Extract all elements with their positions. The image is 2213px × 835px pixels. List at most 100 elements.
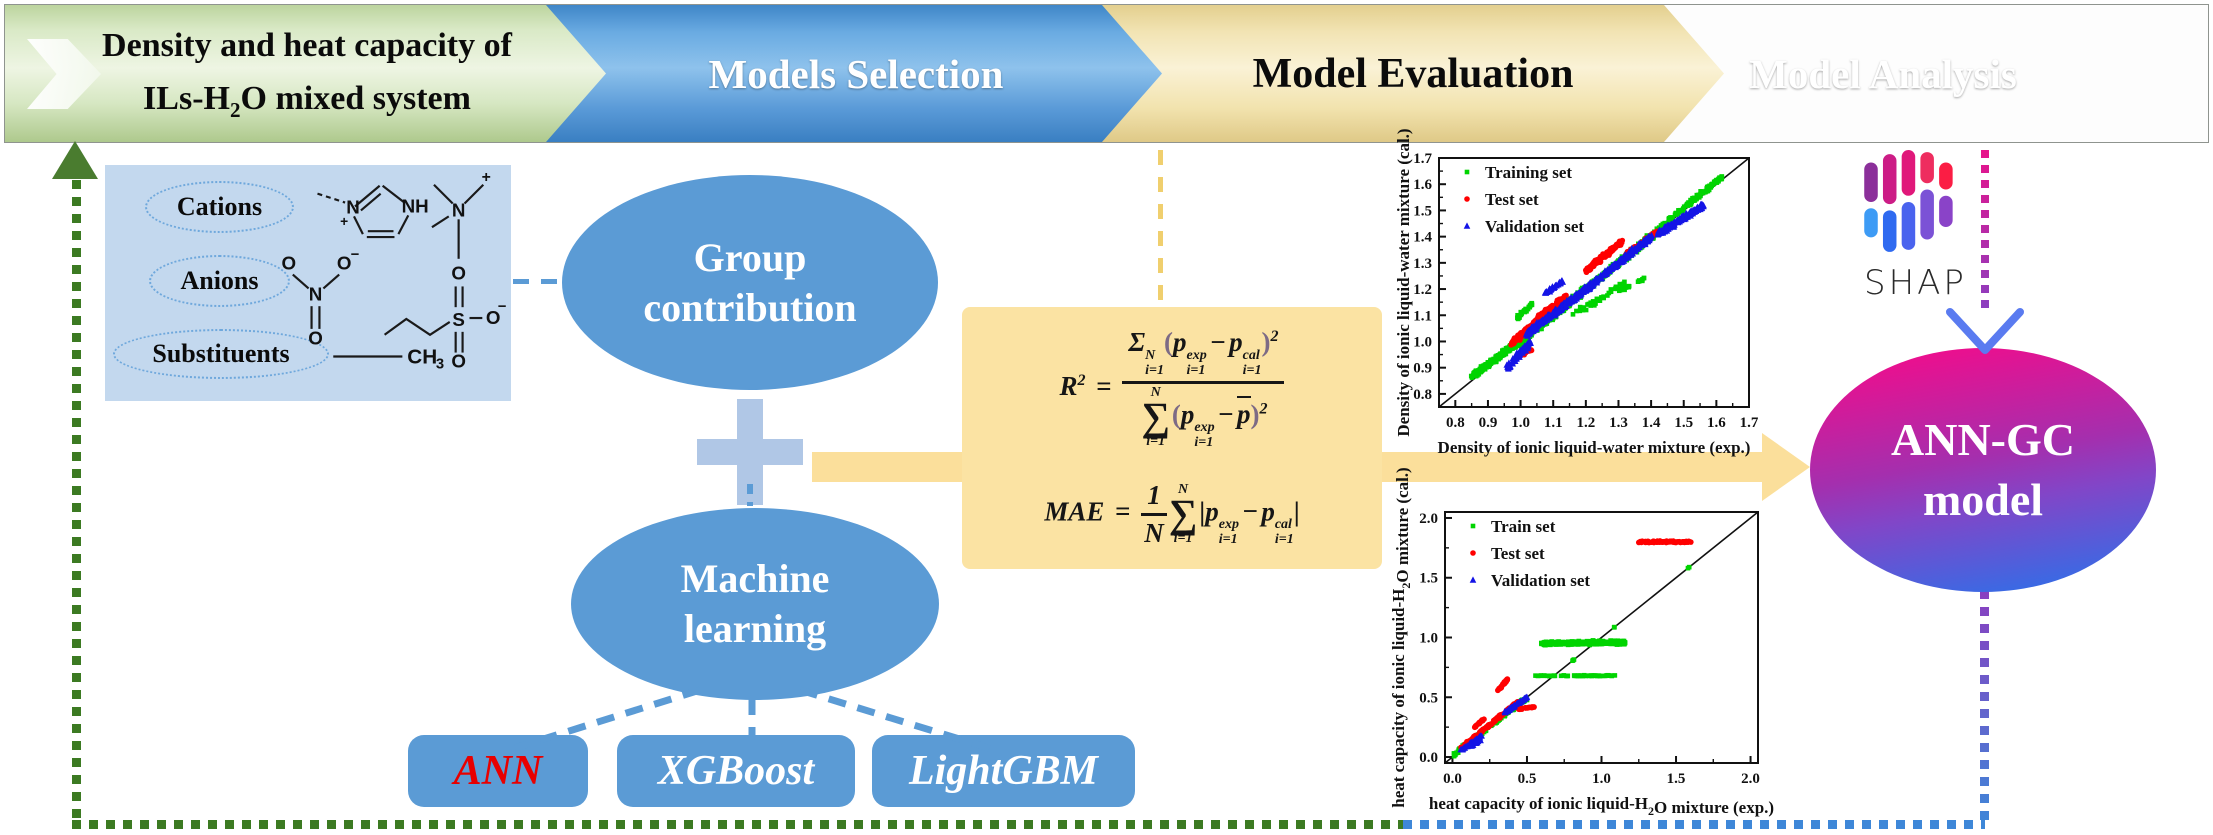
- banner-input-line2-post: O mixed system: [240, 80, 471, 118]
- banner-input-line2-pre: ILs-H: [143, 80, 230, 118]
- workflow-banner: Density and heat capacity of ILs-H2O mix…: [4, 4, 2209, 143]
- feedback-line-right: [1980, 590, 1989, 826]
- svg-text:Training set: Training set: [1485, 163, 1572, 182]
- svg-text:0.9: 0.9: [1413, 361, 1432, 377]
- density-parity-chart: 0.8 0.9 1.0 1.1 1.2 1.3 1.4 1.5 1.6 1.7 0.8 0.9 1.0 1…: [1394, 128, 1759, 457]
- svg-text:1.3: 1.3: [1413, 256, 1432, 272]
- ammonium-n-label: N: [452, 199, 466, 220]
- sulfonate-o-bottom-label: O: [451, 350, 466, 371]
- svg-text:1.2: 1.2: [1576, 415, 1595, 431]
- svg-text:0.5: 0.5: [1419, 690, 1438, 706]
- sulfonate-o-right-label: O: [486, 307, 501, 328]
- feedback-line-left: [72, 180, 81, 828]
- group-contribution-line2: contribution: [643, 284, 857, 330]
- ann-gc-model-node: ANN-GC model: [1810, 348, 2156, 592]
- banner-step-input-label: Density and heat capacity of ILs-H2O mix…: [102, 20, 512, 126]
- cations-label: Cations: [176, 192, 263, 221]
- ammonium-plus-label: +: [482, 169, 491, 186]
- xgboost-label: XGBoost: [657, 748, 815, 794]
- sulfonate-minus-label: −: [498, 299, 507, 315]
- feedback-arrowhead-up-icon: [52, 141, 98, 179]
- anions-ellipse: Anions: [149, 255, 290, 307]
- mae-formula: MAE = 1 N N ∑ i=1 |p exp i=1− p cal i=1 |: [1044, 479, 1300, 548]
- feedback-line-bottom-green: [72, 820, 1403, 829]
- svg-text:0.0: 0.0: [1419, 750, 1438, 766]
- svg-text:1.1: 1.1: [1413, 308, 1432, 324]
- chevron-highlight-icon: [27, 39, 101, 109]
- ann-gc-line1: ANN-GC: [1891, 414, 2075, 466]
- imidazolium-nh-label: NH: [402, 195, 429, 216]
- banner-step-input: Density and heat capacity of ILs-H2O mix…: [5, 5, 609, 142]
- shap-arrowhead-icon: [1946, 308, 2024, 354]
- svg-text:1.0: 1.0: [1413, 334, 1432, 350]
- banner-step-model-evaluation: Model Evaluation: [1102, 5, 1724, 142]
- svg-text:Test set: Test set: [1491, 544, 1545, 563]
- svg-text:1.6: 1.6: [1413, 177, 1432, 193]
- banner-input-line2-sub: 2: [229, 97, 241, 122]
- model-box-xgboost: XGBoost: [617, 735, 855, 807]
- svg-text:heat capacity of ionic liquid-: heat capacity of ionic liquid-H2O mixtur…: [1389, 468, 1413, 808]
- imidazolium-n-label: N: [346, 196, 360, 217]
- svg-text:2.0: 2.0: [1419, 511, 1438, 527]
- banner-step-models-selection: Models Selection: [546, 5, 1166, 142]
- flow-arrowhead-icon: [1762, 433, 1810, 501]
- svg-text:1.4: 1.4: [1642, 415, 1661, 431]
- methyl-sub-label: 3: [436, 356, 444, 372]
- svg-text:0.0: 0.0: [1443, 771, 1462, 787]
- svg-text:Test set: Test set: [1485, 190, 1539, 209]
- svg-text:1.4: 1.4: [1413, 230, 1432, 246]
- machine-learning-line2: learning: [683, 606, 827, 651]
- svg-text:1.2: 1.2: [1413, 282, 1432, 298]
- substituents-label: Substituents: [152, 339, 290, 368]
- svg-text:1.0: 1.0: [1592, 771, 1611, 787]
- nitrate-o1-label: O: [282, 253, 297, 274]
- evaluation-dashed-line: [1158, 150, 1163, 307]
- svg-text:Density of ionic liquid-water: Density of ionic liquid-water mixture (e…: [1438, 438, 1751, 457]
- svg-text:0.8: 0.8: [1446, 415, 1465, 431]
- svg-text:1.3: 1.3: [1609, 415, 1628, 431]
- svg-text:1.5: 1.5: [1667, 771, 1686, 787]
- banner-step-model-analysis: Model Analysis: [1558, 5, 2208, 142]
- machine-learning-node: Machine learning: [571, 508, 939, 700]
- shap-logo-block: SHAP: [1862, 150, 1982, 303]
- svg-text:Density of ionic liquid-water: Density of ionic liquid-water mixture (c…: [1394, 128, 1413, 436]
- anions-label: Anions: [180, 266, 259, 295]
- sulfonate-o-top-label: O: [451, 263, 466, 284]
- analysis-to-model-dotted-line: [1981, 150, 1989, 310]
- svg-text:2.0: 2.0: [1741, 771, 1760, 787]
- model-box-lightgbm: LightGBM: [872, 735, 1135, 807]
- methyl-ch-label: CH: [407, 345, 437, 368]
- nitrate-minus-label: −: [351, 247, 360, 263]
- svg-text:Validation set: Validation set: [1491, 571, 1590, 590]
- nitrate-n-label: N: [309, 283, 323, 304]
- ann-gc-line2: model: [1922, 474, 2044, 525]
- shap-logo-icon: [1864, 150, 1953, 252]
- nitrate-o3-label: O: [308, 328, 323, 349]
- svg-text:Train set: Train set: [1491, 517, 1556, 536]
- svg-text:1.5: 1.5: [1674, 415, 1693, 431]
- svg-text:1.0: 1.0: [1419, 631, 1438, 647]
- svg-text:1.5: 1.5: [1413, 203, 1432, 219]
- shap-label: SHAP: [1864, 263, 1967, 303]
- banner-input-line1: Density and heat capacity of: [102, 27, 512, 65]
- cations-ellipse: Cations: [145, 181, 294, 233]
- svg-text:1.7: 1.7: [1740, 415, 1759, 431]
- imidazolium-plus-label: +: [340, 213, 348, 229]
- svg-text:Validation set: Validation set: [1485, 217, 1584, 236]
- svg-text:1.1: 1.1: [1544, 415, 1563, 431]
- ionic-liquid-structure-box: Cations Anions Substituents: [105, 165, 511, 401]
- feedback-line-bottom-blue: [1403, 820, 1985, 829]
- chemical-structures-drawing: N + NH N + O O − N O O S O − O CH 3: [282, 169, 507, 373]
- svg-text:heat capacity of ionic liquid-: heat capacity of ionic liquid-H2O mixtur…: [1429, 794, 1774, 818]
- svg-text:0.9: 0.9: [1479, 415, 1498, 431]
- lightgbm-label: LightGBM: [908, 748, 1099, 794]
- chembox-to-gc-dashed-line: [513, 279, 563, 284]
- nitrate-o2-label: O: [337, 253, 352, 274]
- svg-text:1.6: 1.6: [1707, 415, 1726, 431]
- svg-text:1.7: 1.7: [1413, 151, 1432, 167]
- svg-text:0.8: 0.8: [1413, 387, 1432, 403]
- svg-text:1.5: 1.5: [1419, 571, 1438, 587]
